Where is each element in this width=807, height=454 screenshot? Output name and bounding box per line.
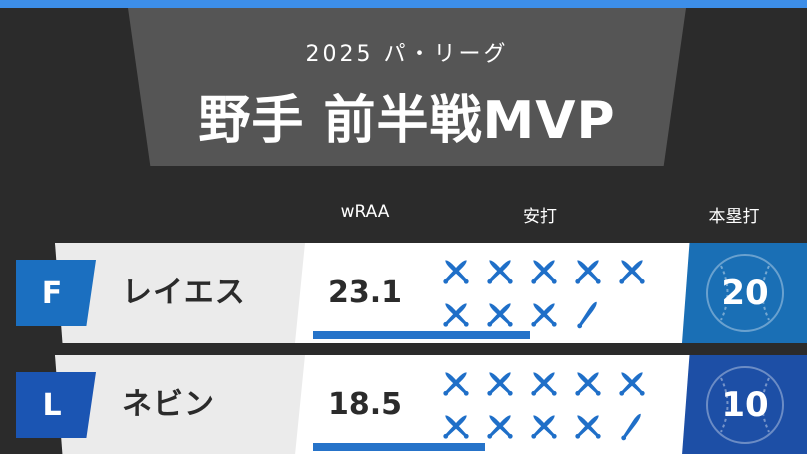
home-run-value: 10 [721,385,769,425]
subtitle: 2025 パ・リーグ [305,42,509,67]
crossed-bats-icon [443,303,469,327]
crossed-bats-icon [575,260,601,284]
player-row: F レイエス 23.1 20 [0,243,807,343]
crossed-bats-icon [487,415,513,439]
home-run-value: 20 [721,273,769,313]
crossed-bats-icon [619,372,645,396]
crossed-bats-icon [531,260,557,284]
home-run-panel: 20 [682,243,807,343]
crossed-bats-icon [619,260,645,284]
bat-icon [621,413,641,441]
wraa-value: 23.1 [327,275,403,310]
wraa-bar-track [313,443,680,451]
player-name: レイエス [122,275,246,310]
wraa-bar [313,443,486,451]
bat-icon [577,301,597,329]
crossed-bats-icon [487,372,513,396]
player-row: L ネビン 18.5 10 [0,355,807,454]
title-panel: 2025 パ・リーグ 野手 前半戦MVP [128,8,686,166]
baseball-icon [706,254,784,332]
team-badge: L [16,372,96,438]
name-panel [55,355,305,454]
top-accent-bar [0,0,807,8]
crossed-bats-icon [443,415,469,439]
crossed-bats-icon [531,415,557,439]
crossed-bats-icon [487,260,513,284]
wraa-value: 18.5 [327,387,403,422]
crossed-bats-icon [575,415,601,439]
crossed-bats-icon [575,372,601,396]
crossed-bats-icon [487,303,513,327]
crossed-bats-icon [443,260,469,284]
crossed-bats-icon [443,372,469,396]
home-run-panel: 10 [682,355,807,454]
column-header-hits: 安打 [523,207,557,227]
hits-icons [438,365,658,445]
name-panel [55,243,305,343]
crossed-bats-icon [531,303,557,327]
column-header-home-runs: 本塁打 [708,207,760,227]
player-name: ネビン [122,387,215,422]
page-title: 野手 前半戦MVP [198,91,616,151]
crossed-bats-icon [531,372,557,396]
wraa-bar-track [313,331,680,339]
column-header-wraa: wRAA [340,202,390,222]
hits-icons [438,253,658,333]
wraa-bar [313,331,530,339]
team-badge: F [16,260,96,326]
baseball-icon [706,366,784,444]
